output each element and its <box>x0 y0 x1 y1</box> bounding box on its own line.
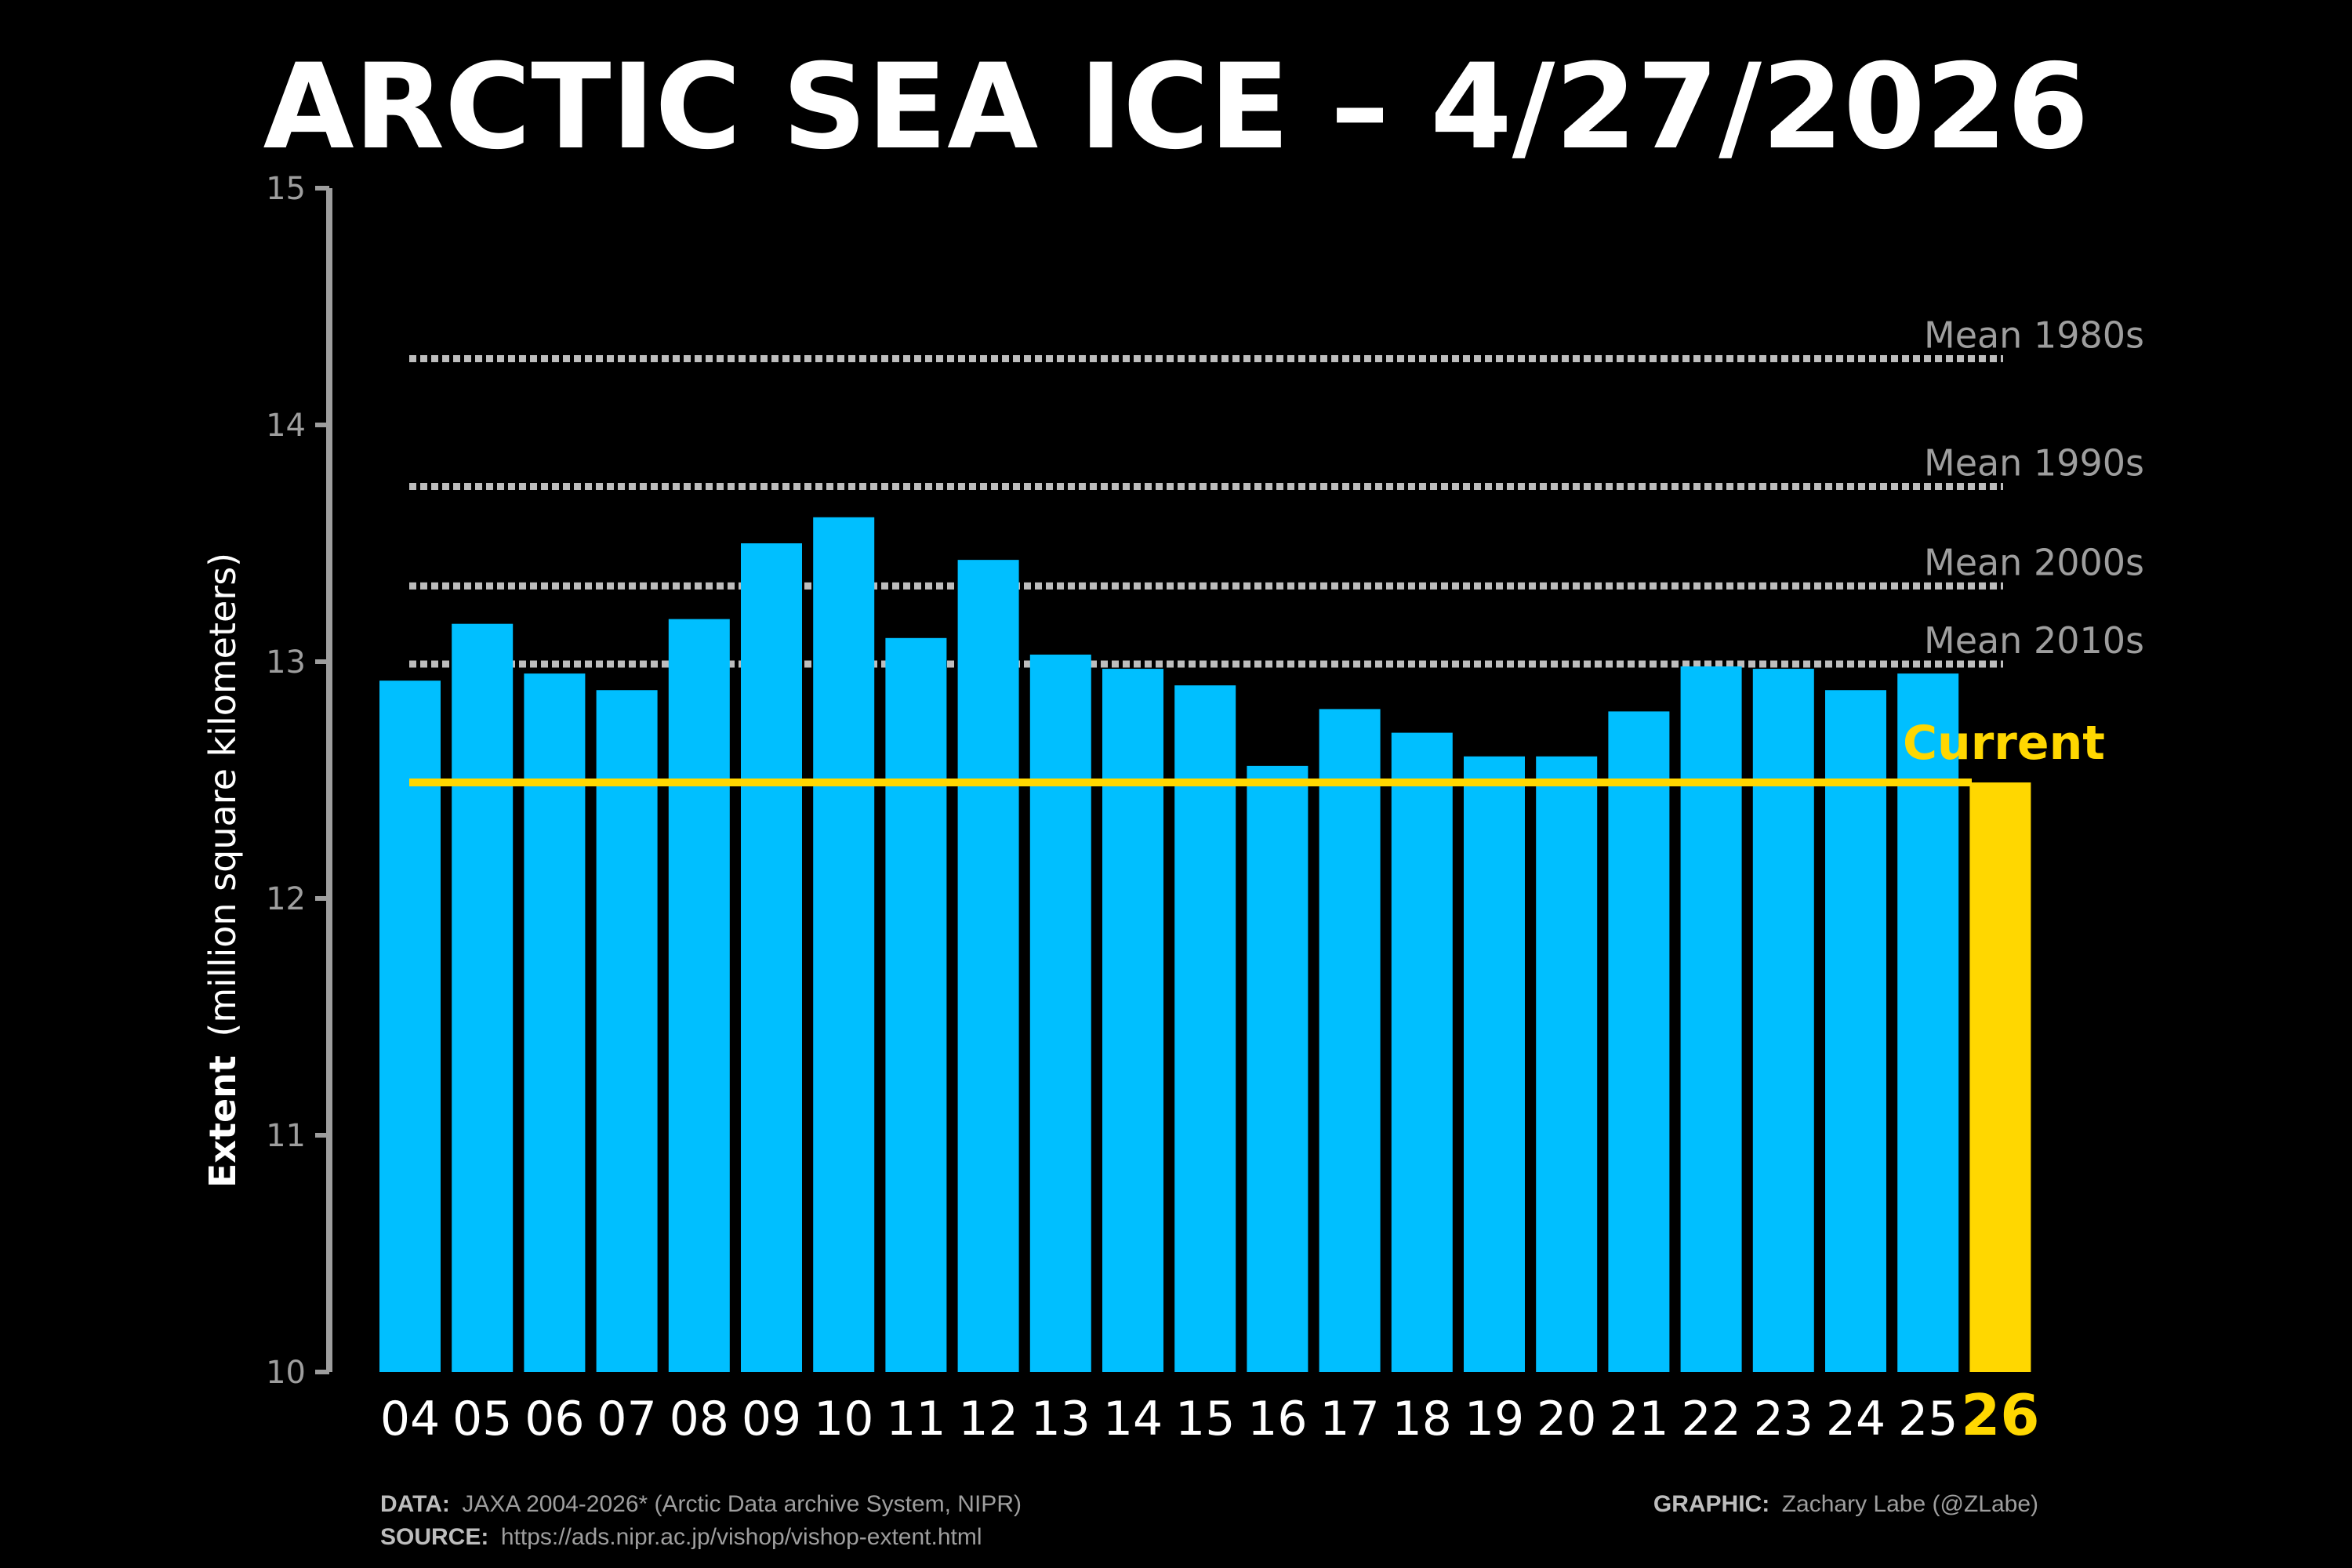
bar-16 <box>1247 765 1308 1372</box>
y-tick-label: 15 <box>266 171 306 207</box>
x-tick-label: 06 <box>524 1392 584 1446</box>
bar-21 <box>1608 711 1670 1372</box>
current-line-group: Current <box>409 716 2105 787</box>
x-tick-label: 20 <box>1537 1392 1596 1446</box>
mean-line-label: Mean 2010s <box>1924 619 2144 662</box>
footer-graphic: GRAPHIC: Zachary Labe (@ZLabe) <box>1653 1491 2038 1517</box>
bar-24 <box>1825 690 1886 1372</box>
y-axis-label: Extent (million square kilometers) <box>201 553 244 1188</box>
x-tick-label: 10 <box>814 1392 873 1446</box>
x-tick-label: 25 <box>1898 1392 1958 1446</box>
bar-25 <box>1897 673 1959 1372</box>
x-tick-label: 14 <box>1103 1392 1163 1446</box>
mean-line-label: Mean 2000s <box>1924 541 2144 583</box>
x-axis-ticks: 04 05 06 07 08 09 10 11 12 13 14 15 16 17 18 19 20 21 22 23… <box>380 1382 2040 1448</box>
bar-09 <box>741 543 802 1372</box>
bar-11 <box>885 637 947 1372</box>
y-axis: 10 11 12 13 14 15 <box>266 171 332 1391</box>
footer-source: SOURCE: https://ads.nipr.ac.jp/vishop/vi… <box>380 1524 982 1550</box>
y-tick-label: 14 <box>266 408 306 444</box>
current-label: Current <box>1903 716 2105 771</box>
x-tick-label: 26 <box>1961 1382 2039 1448</box>
mean-line-label: Mean 1990s <box>1924 442 2144 485</box>
bar-04 <box>379 681 441 1372</box>
bar-14 <box>1102 669 1163 1372</box>
x-tick-label: 04 <box>380 1392 440 1446</box>
bar-10 <box>813 517 875 1372</box>
footer-data-key: DATA: <box>380 1491 450 1517</box>
footer-graphic-key: GRAPHIC: <box>1653 1491 1769 1517</box>
bar-22 <box>1680 666 1742 1372</box>
x-tick-label: 24 <box>1826 1392 1886 1446</box>
bar-17 <box>1319 709 1381 1372</box>
bar-06 <box>524 673 586 1372</box>
x-tick-label: 13 <box>1031 1392 1091 1446</box>
x-tick-label: 18 <box>1392 1392 1452 1446</box>
bar-12 <box>957 560 1019 1372</box>
bar-13 <box>1029 654 1091 1372</box>
x-tick-label: 05 <box>452 1392 512 1446</box>
y-tick-label: 13 <box>266 644 306 681</box>
x-tick-label: 23 <box>1754 1392 1813 1446</box>
x-tick-label: 15 <box>1175 1392 1235 1446</box>
x-tick-label: 07 <box>597 1392 656 1446</box>
x-tick-label: 08 <box>670 1392 729 1446</box>
footer-data-text: JAXA 2004-2026* (Arctic Data archive Sys… <box>462 1491 1022 1517</box>
mean-line-label: Mean 1980s <box>1924 314 2144 356</box>
y-tick-label: 11 <box>266 1118 306 1154</box>
x-tick-label: 16 <box>1247 1392 1307 1446</box>
x-tick-label: 22 <box>1681 1392 1740 1446</box>
footer-source-text: https://ads.nipr.ac.jp/vishop/vishop-ext… <box>501 1524 982 1550</box>
x-tick-label: 09 <box>742 1392 801 1446</box>
x-tick-label: 17 <box>1319 1392 1379 1446</box>
y-tick-label: 10 <box>266 1355 306 1391</box>
bar-26 <box>1969 782 2031 1372</box>
bar-15 <box>1174 685 1236 1372</box>
x-tick-label: 11 <box>886 1392 946 1446</box>
bar-05 <box>452 623 514 1372</box>
y-tick-label: 12 <box>266 881 306 917</box>
chart-title: ARCTIC SEA ICE – 4/27/2026 <box>263 39 2089 176</box>
bar-20 <box>1536 756 1598 1372</box>
footer-source-key: SOURCE: <box>380 1524 488 1550</box>
y-axis-label-units: (million square kilometers) <box>201 553 244 1037</box>
mean-lines: Mean 1980s Mean 1990s Mean 2000s Mean 2010s <box>409 314 2144 668</box>
footer-graphic-text: Zachary Labe (@ZLabe) <box>1782 1491 2038 1517</box>
footer-data: DATA: JAXA 2004-2026* (Arctic Data archi… <box>380 1491 1022 1517</box>
bar-07 <box>596 690 658 1372</box>
bar-19 <box>1464 756 1525 1372</box>
x-tick-label: 21 <box>1609 1392 1668 1446</box>
x-tick-label: 19 <box>1465 1392 1524 1446</box>
bar-08 <box>668 619 730 1372</box>
y-axis-label-bold: Extent <box>201 1055 244 1188</box>
bar-18 <box>1391 732 1453 1372</box>
x-tick-label: 12 <box>958 1392 1018 1446</box>
bar-23 <box>1752 669 1814 1372</box>
